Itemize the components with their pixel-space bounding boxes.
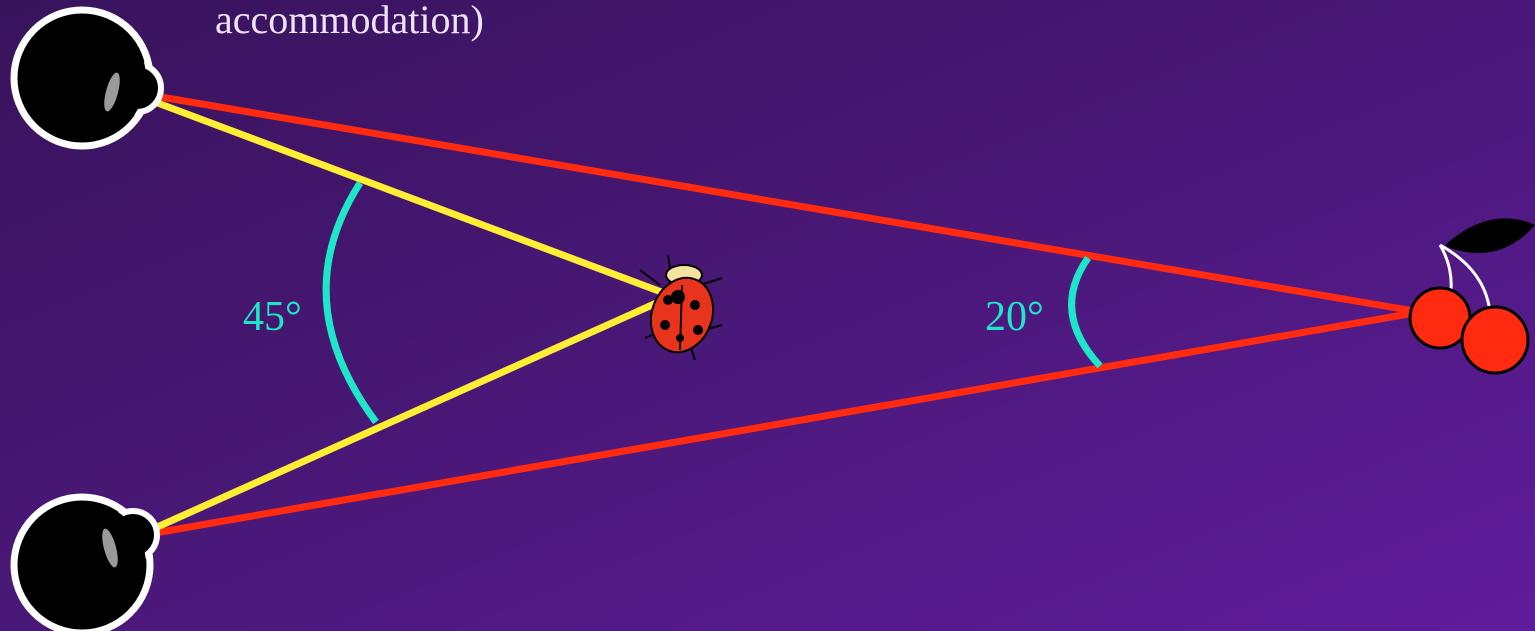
background xyxy=(0,0,1535,631)
page: accommodation) 45° 20° xyxy=(0,0,1535,631)
slide: accommodation) 45° 20° xyxy=(0,0,1535,631)
eye-bottom xyxy=(14,497,157,631)
caption: accommodation) xyxy=(215,0,484,42)
far-angle-label: 20° xyxy=(985,294,1044,340)
near-angle-label: 45° xyxy=(243,294,302,340)
